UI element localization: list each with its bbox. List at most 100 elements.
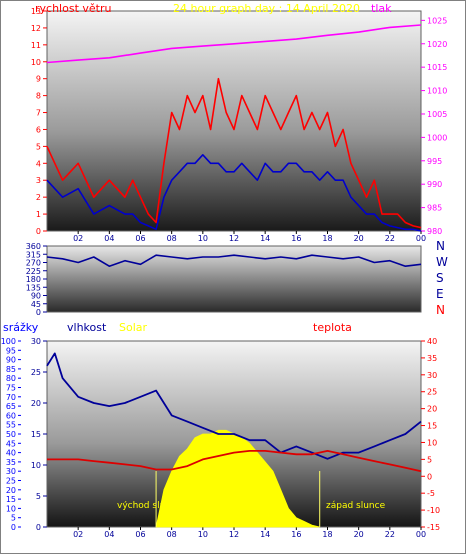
temperature-axis-label: 5 xyxy=(427,455,432,464)
pressure-axis-label: 1015 xyxy=(427,63,447,72)
wind-axis-label: 5 xyxy=(36,142,41,151)
compass-w: W xyxy=(436,255,448,269)
temperature-axis-label: 20 xyxy=(427,405,437,414)
temperature-x-axis-label: 22 xyxy=(385,530,395,539)
wind-axis-label: 8 xyxy=(36,92,41,101)
wind-x-axis-label: 16 xyxy=(291,234,301,243)
wind-x-axis-label: 02 xyxy=(73,234,83,243)
pressure-axis-label: 990 xyxy=(427,180,442,189)
direction-axis-label: 270 xyxy=(26,259,41,268)
precip-axis-label: 5 xyxy=(11,514,16,523)
direction-axis-label: 0 xyxy=(36,308,41,317)
pressure-axis-label: 1000 xyxy=(427,133,447,142)
wind-axis-label: 4 xyxy=(36,159,41,168)
humidity-axis-label: 30 xyxy=(31,337,41,346)
humidity-axis-label: 5 xyxy=(36,492,41,501)
wind-x-axis-label: 18 xyxy=(322,234,332,243)
humidity-axis-label: 15 xyxy=(31,430,41,439)
wind-average-line xyxy=(46,154,422,232)
precip-axis-label: 55 xyxy=(6,421,16,430)
direction-axis-label: 315 xyxy=(26,250,41,259)
precip-axis-label: 35 xyxy=(6,458,16,467)
temperature-axis-label: 40 xyxy=(427,337,437,346)
wind-x-axis-label: 06 xyxy=(135,234,145,243)
precip-axis-label: 25 xyxy=(6,477,16,486)
compass-n-top: N xyxy=(436,239,445,253)
temperature-axis-label: -5 xyxy=(427,489,435,498)
pressure-axis-label: 985 xyxy=(427,204,442,213)
temperature-axis-label: -15 xyxy=(427,523,440,532)
wind-axis-label: 13 xyxy=(31,7,41,16)
wind-axis-label: 6 xyxy=(36,125,41,134)
direction-axis-label: 360 xyxy=(26,242,41,251)
compass-e: E xyxy=(436,287,444,301)
humidity-axis-label: 20 xyxy=(31,399,41,408)
temperature-x-axis-label: 02 xyxy=(73,530,83,539)
temperature-x-axis-label: 06 xyxy=(135,530,145,539)
precip-axis-label: 100 xyxy=(1,337,16,346)
solar-label: Solar xyxy=(119,321,148,334)
precip-axis-label: 50 xyxy=(6,430,16,439)
wind-x-axis-label: 22 xyxy=(385,234,395,243)
temperature-label: teplota xyxy=(313,321,352,334)
precip-axis-label: 90 xyxy=(6,356,16,365)
temperature-x-axis-label: 14 xyxy=(260,530,270,539)
direction-axis-label: 135 xyxy=(26,283,41,292)
wind-plot-background xyxy=(46,10,422,232)
temperature-axis-label: -10 xyxy=(427,506,440,515)
precip-axis-label: 65 xyxy=(6,402,16,411)
precip-axis-label: 80 xyxy=(6,374,16,383)
sunset-label: západ slunce xyxy=(326,501,386,511)
temperature-x-axis-label: 00 xyxy=(416,530,426,539)
precip-axis-label: 70 xyxy=(6,393,16,402)
pressure-axis-label: 1010 xyxy=(427,87,447,96)
wind-axis-label: 3 xyxy=(36,176,41,185)
direction-axis-label: 225 xyxy=(26,267,41,276)
wind-gust-line xyxy=(46,77,422,229)
humidity-axis-label: 25 xyxy=(31,368,41,377)
precip-axis-label: 60 xyxy=(6,411,16,420)
temperature-axis-label: 25 xyxy=(427,388,437,397)
chart-title: 24 hour graph day : 14 April 2020 xyxy=(173,2,360,15)
wind-x-axis-label: 08 xyxy=(167,234,177,243)
wind-direction-line xyxy=(46,254,422,268)
pressure-axis-label: 995 xyxy=(427,157,442,166)
temperature-x-axis-label: 20 xyxy=(354,530,364,539)
temperature-axis-label: 15 xyxy=(427,422,437,431)
pressure-axis-label: 980 xyxy=(427,227,442,236)
wind-x-axis-label: 04 xyxy=(104,234,114,243)
precip-axis-label: 20 xyxy=(6,486,16,495)
wind-axis-label: 1 xyxy=(36,210,41,219)
temperature-axis-label: 35 xyxy=(427,354,437,363)
wind-axis-label: 12 xyxy=(31,24,41,33)
pressure-label: tlak xyxy=(371,2,392,15)
sunrise-label: východ slunce xyxy=(117,501,182,511)
pressure-axis-label: 1025 xyxy=(427,16,447,25)
humidity-line xyxy=(46,352,422,460)
precip-axis-label: 15 xyxy=(6,495,16,504)
pressure-axis-label: 1005 xyxy=(427,110,447,119)
precip-axis-label: 30 xyxy=(6,467,16,476)
precip-axis-label: 45 xyxy=(6,439,16,448)
wind-speed-label: rychlost větru xyxy=(35,2,112,15)
wind-x-axis-label: 20 xyxy=(354,234,364,243)
precipitation-label: srážky xyxy=(3,321,39,334)
temperature-axis-label: 0 xyxy=(427,472,432,481)
precip-axis-label: 0 xyxy=(11,523,16,532)
compass-n-bottom: N xyxy=(436,303,445,317)
temperature-x-axis-label: 16 xyxy=(291,530,301,539)
wind-axis-label: 7 xyxy=(36,109,41,118)
wind-axis-label: 10 xyxy=(31,58,41,67)
direction-axis-label: 45 xyxy=(31,300,41,309)
temperature-x-axis-label: 12 xyxy=(229,530,239,539)
temperature-line xyxy=(47,449,422,473)
precip-axis-label: 85 xyxy=(6,365,16,374)
precip-axis-label: 10 xyxy=(6,504,16,513)
temperature-x-axis-label: 04 xyxy=(104,530,114,539)
precip-axis-label: 75 xyxy=(6,384,16,393)
wind-axis-label: 2 xyxy=(36,193,41,202)
temperature-axis-label: 30 xyxy=(427,371,437,380)
humidity-label: vlhkost xyxy=(67,321,107,334)
